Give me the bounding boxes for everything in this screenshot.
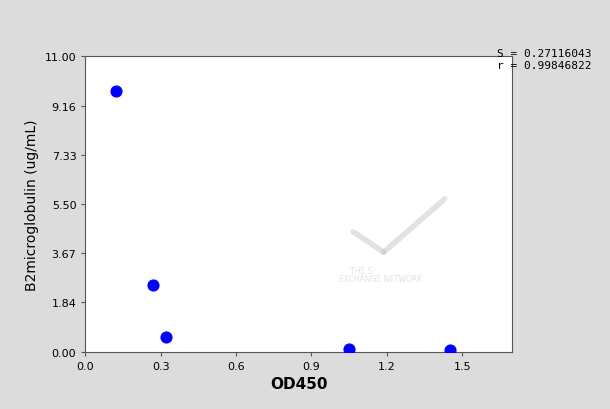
Text: S = 0.27116043
r = 0.99846822: S = 0.27116043 r = 0.99846822 [497,49,592,71]
X-axis label: OD450: OD450 [270,376,328,391]
Text: THE S: THE S [350,266,372,275]
Point [445,347,454,353]
Point [110,89,120,95]
Text: EXCHANGE NETWORK: EXCHANGE NETWORK [339,274,422,283]
Point [148,281,158,288]
Point [344,346,354,353]
Point [161,334,171,340]
Y-axis label: B2microglobulin (ug/mL): B2microglobulin (ug/mL) [25,119,39,290]
